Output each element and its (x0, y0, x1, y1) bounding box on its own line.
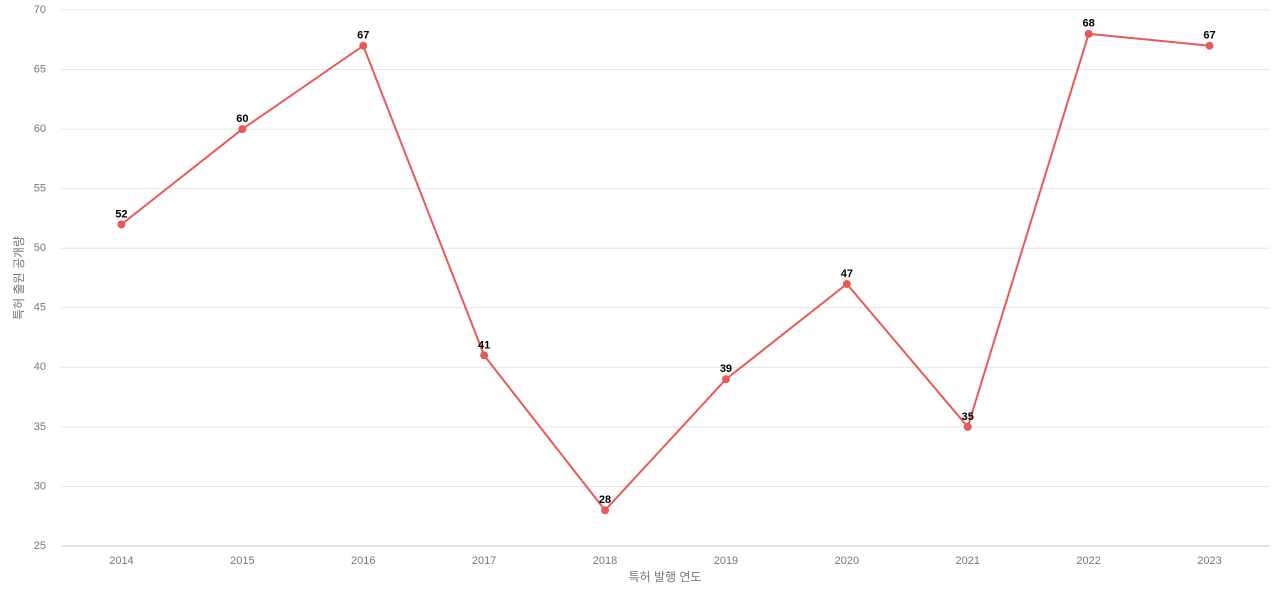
point (117, 220, 126, 229)
point (480, 351, 489, 360)
point (963, 422, 972, 431)
point (1084, 29, 1093, 38)
data-label: 41 (478, 339, 490, 351)
x-tick-label: 2014 (109, 555, 133, 567)
y-tick-label: 55 (34, 183, 46, 195)
point (721, 375, 730, 384)
y-tick-label: 25 (34, 540, 46, 552)
y-tick-label: 60 (34, 123, 46, 135)
x-tick-label: 2017 (472, 555, 496, 567)
data-label: 35 (962, 411, 974, 423)
point (601, 506, 610, 515)
data-label: 52 (115, 208, 127, 220)
x-tick-label: 2021 (956, 555, 980, 567)
y-tick-label: 70 (34, 4, 46, 16)
y-tick-label: 35 (34, 421, 46, 433)
x-tick-label: 2020 (835, 555, 859, 567)
y-tick-label: 50 (34, 242, 46, 254)
point (1205, 41, 1214, 50)
y-axis-title: 특허 출원 공개량 (12, 236, 26, 320)
x-tick-label: 2022 (1076, 555, 1100, 567)
line (120, 32, 1210, 512)
data-label: 68 (1083, 18, 1095, 30)
x-tick-label: 2023 (1197, 555, 1221, 567)
point (238, 125, 247, 134)
x-tick-label: 2018 (593, 555, 617, 567)
data-label: 28 (599, 494, 611, 506)
point (842, 279, 851, 288)
x-tick-label: 2015 (230, 555, 254, 567)
data-label: 67 (1203, 30, 1215, 42)
data-label: 39 (720, 363, 732, 375)
x-axis-title: 특허 발행 연도 (629, 569, 702, 584)
y-tick-label: 65 (34, 63, 46, 75)
data-label: 47 (841, 268, 853, 280)
data-label: 60 (236, 113, 248, 125)
data-label: 67 (357, 30, 369, 42)
y-tick-label: 40 (34, 361, 46, 373)
x-tick-label: 2019 (714, 555, 738, 567)
x-tick-label: 2016 (351, 555, 375, 567)
y-tick-label: 45 (34, 302, 46, 314)
y-tick-label: 30 (34, 480, 46, 492)
point (359, 41, 368, 50)
